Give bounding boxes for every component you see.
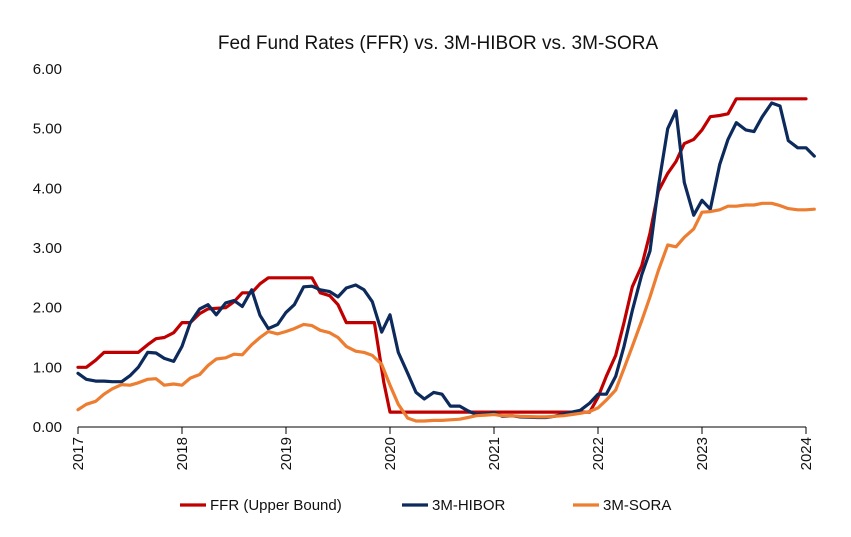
legend-label-0: FFR (Upper Bound) [210, 497, 342, 514]
x-tick-label: 2020 [382, 437, 399, 470]
x-tick-label: 2018 [174, 437, 191, 470]
y-tick-label: 0.00 [33, 419, 62, 436]
x-tick-label: 2017 [70, 437, 87, 470]
series-line-0 [76, 97, 808, 414]
y-tick-label: 3.00 [33, 240, 62, 257]
y-tick-label: 4.00 [33, 180, 62, 197]
series-line-2 [76, 201, 816, 423]
chart-title: Fed Fund Rates (FFR) vs. 3M-HIBOR vs. 3M… [218, 33, 659, 54]
x-tick-label: 2023 [694, 437, 711, 470]
y-axis-ticks: 0.00 1.00 2.00 3.00 4.00 5.00 6.00 [33, 61, 62, 436]
x-tick-label: 2021 [486, 437, 503, 470]
series-layer [76, 97, 816, 423]
legend-label-1: 3M-HIBOR [432, 497, 506, 514]
x-axis: 2017 2018 2019 2020 2021 2022 2023 2024 [70, 426, 815, 470]
legend: FFR (Upper Bound) 3M-HIBOR 3M-SORA [180, 497, 671, 514]
x-tick-label: 2022 [590, 437, 607, 470]
y-tick-label: 6.00 [33, 61, 62, 78]
series-line-1 [76, 101, 816, 420]
y-tick-label: 5.00 [33, 121, 62, 138]
y-tick-label: 1.00 [33, 359, 62, 376]
x-tick-label: 2024 [798, 437, 815, 470]
legend-label-2: 3M-SORA [603, 497, 671, 514]
y-tick-label: 2.00 [33, 300, 62, 317]
x-tick-label: 2019 [278, 437, 295, 470]
